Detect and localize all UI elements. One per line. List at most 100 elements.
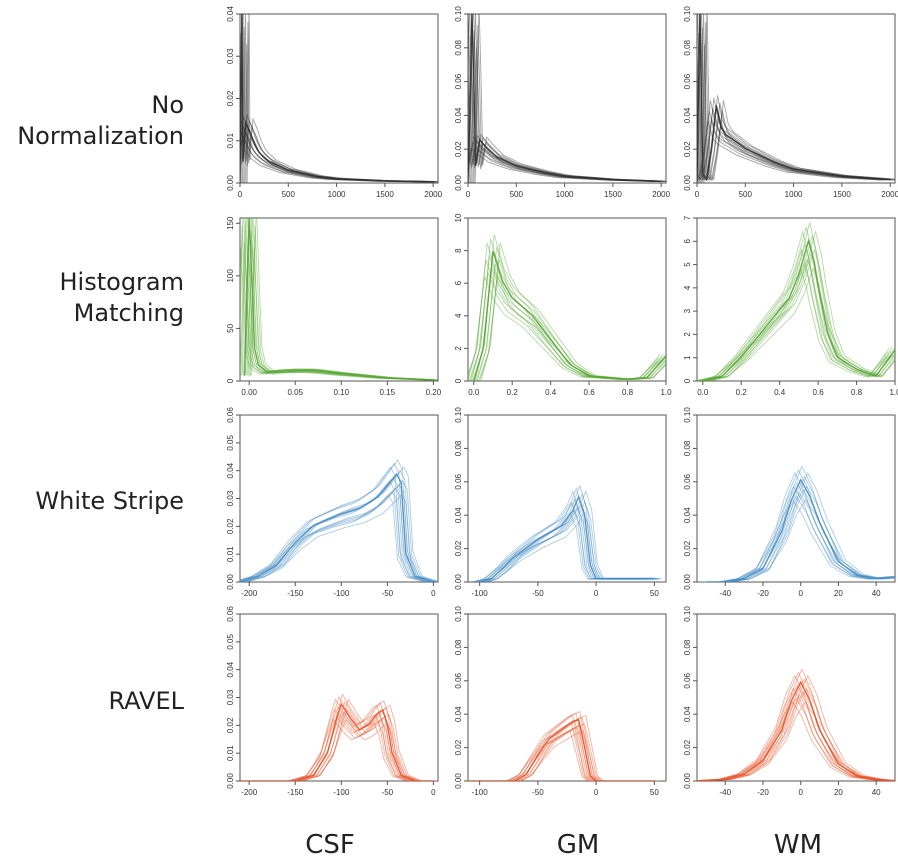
series-line — [697, 684, 892, 781]
y-tick-label: 0.06 — [226, 407, 235, 423]
series-line — [701, 700, 895, 781]
series-line — [246, 14, 438, 183]
panel-no-normalization-wm: 0 500 1000 1500 2000 0.00 0.02 0.04 0.06 0.08 0.10 — [683, 6, 898, 199]
series-line — [481, 504, 657, 582]
x-tick-label: -100 — [333, 589, 350, 598]
series-line — [712, 485, 895, 582]
series-line — [702, 238, 895, 381]
series-line — [468, 715, 649, 781]
y-tick-label: 0.06 — [454, 73, 463, 89]
y-tick-label: 0.00 — [454, 574, 463, 590]
row-label-histogram-matching: Histogram Matching — [60, 267, 185, 329]
x-tick-label: 1000 — [556, 190, 574, 199]
series-line — [242, 710, 436, 781]
y-tick-label: 1 — [683, 355, 692, 360]
plot-frame — [239, 613, 439, 782]
y-tick-label: 0.04 — [454, 706, 463, 722]
series-line — [708, 248, 895, 381]
y-tick-label: 7 — [683, 215, 692, 220]
plot-frame — [467, 217, 667, 382]
series-line — [243, 14, 437, 183]
y-tick-label: 0.00 — [683, 574, 692, 590]
series-line — [240, 225, 427, 381]
y-tick-label: 0.00 — [683, 175, 692, 191]
y-tick-label: 4 — [454, 313, 463, 318]
y-tick-label: 0.08 — [454, 639, 463, 655]
plot-frame — [467, 613, 667, 782]
y-tick-label: 0.00 — [226, 574, 235, 590]
x-tick-label: -150 — [287, 788, 304, 797]
plot-frame — [696, 613, 896, 782]
series-line — [243, 218, 434, 381]
panel-no-normalization-csf: 0 500 1000 1500 2000 0.00 0.01 0.02 0.03 0.04 — [226, 6, 443, 199]
x-tick-label: -40 — [720, 589, 732, 598]
x-tick-label: 0 — [431, 589, 436, 598]
series-line — [247, 218, 438, 381]
series-line — [700, 677, 895, 781]
series-line — [240, 128, 427, 183]
y-tick-label: 4 — [683, 285, 692, 290]
plot-frame — [239, 217, 439, 382]
x-tick-label: 0 — [466, 190, 471, 199]
series-line — [713, 472, 895, 582]
series-line — [474, 509, 650, 582]
x-tick-label: 0.10 — [334, 388, 350, 397]
series-line — [240, 472, 434, 582]
y-tick-label: 0.04 — [683, 507, 692, 523]
series-line — [483, 492, 658, 582]
y-tick-label: 0 — [454, 378, 463, 383]
y-tick-label: 0.06 — [683, 672, 692, 688]
series-line — [242, 236, 433, 381]
series-line — [243, 700, 437, 781]
series-line — [701, 44, 895, 183]
panel-histogram-matching-gm: 0.0 0.2 0.4 0.6 0.8 1.0 0 2 4 6 8 10 — [454, 213, 672, 397]
x-tick-label: 0.4 — [774, 388, 786, 397]
x-tick-label: 0.0 — [697, 388, 709, 397]
series-group — [697, 668, 895, 781]
series-line — [475, 715, 662, 781]
y-tick-label: 6 — [454, 280, 463, 285]
series-line — [697, 14, 892, 183]
series-line — [240, 247, 426, 381]
series-line — [706, 478, 895, 582]
series-group — [468, 14, 666, 183]
series-group — [698, 465, 895, 582]
series-line — [468, 14, 662, 183]
x-tick-label: 1500 — [833, 190, 851, 199]
series-line — [477, 487, 652, 582]
series-line — [468, 723, 648, 781]
col-label-csf: CSF — [305, 830, 355, 860]
series-line — [699, 690, 895, 781]
y-tick-label: 0.06 — [454, 473, 463, 489]
series-line — [480, 242, 666, 381]
series-line — [240, 490, 429, 582]
y-tick-label: 0.10 — [683, 606, 692, 622]
series-line — [478, 274, 666, 381]
series-line — [240, 466, 428, 582]
y-tick-label: 0.04 — [683, 107, 692, 123]
y-tick-label: 0.08 — [454, 440, 463, 456]
y-tick-label: 0.01 — [226, 132, 235, 148]
x-tick-label: -200 — [241, 589, 258, 598]
y-tick-label: 2 — [683, 332, 692, 337]
x-tick-label: 50 — [650, 788, 659, 797]
series-line — [473, 25, 666, 183]
y-tick-label: 10 — [454, 213, 463, 222]
y-tick-label: 0.02 — [226, 518, 235, 534]
x-tick-label: 0.0 — [468, 388, 480, 397]
row-label-line: White Stripe — [35, 487, 184, 515]
series-line — [708, 488, 895, 582]
series-line — [468, 147, 653, 183]
x-tick-label: -100 — [333, 788, 350, 797]
x-tick-label: -200 — [241, 788, 258, 797]
x-tick-label: 0.15 — [380, 388, 396, 397]
series-line — [476, 246, 666, 381]
y-tick-label: 50 — [226, 323, 235, 332]
series-line — [474, 234, 666, 381]
row-label-line: RAVEL — [108, 687, 184, 715]
x-tick-label: 0.20 — [426, 388, 442, 397]
series-line — [699, 243, 892, 381]
series-line — [468, 259, 660, 380]
